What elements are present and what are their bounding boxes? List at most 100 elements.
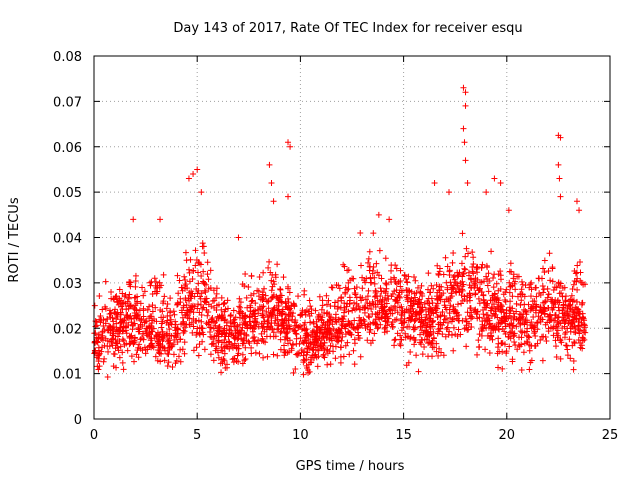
data-point bbox=[228, 331, 235, 338]
data-point bbox=[560, 314, 567, 321]
data-point bbox=[467, 315, 474, 322]
data-point bbox=[465, 326, 472, 333]
data-point bbox=[116, 328, 123, 335]
data-point bbox=[318, 337, 325, 344]
data-point bbox=[575, 310, 582, 317]
data-point bbox=[430, 285, 437, 292]
data-point bbox=[147, 337, 154, 344]
data-point bbox=[442, 254, 449, 261]
data-point bbox=[528, 279, 535, 286]
data-point bbox=[342, 289, 349, 296]
data-point bbox=[269, 309, 276, 316]
data-point bbox=[523, 308, 530, 315]
data-point bbox=[181, 273, 188, 280]
data-point bbox=[375, 272, 382, 279]
data-point bbox=[116, 354, 123, 361]
data-point bbox=[372, 311, 379, 318]
data-point bbox=[439, 322, 446, 329]
data-point bbox=[548, 316, 555, 323]
data-point bbox=[329, 321, 336, 328]
data-point bbox=[107, 323, 114, 330]
data-point bbox=[197, 301, 204, 308]
data-point bbox=[109, 315, 116, 322]
data-point bbox=[188, 319, 195, 326]
data-point bbox=[337, 344, 344, 351]
data-point bbox=[433, 340, 440, 347]
data-point bbox=[300, 371, 307, 378]
data-point bbox=[501, 341, 508, 348]
data-point bbox=[554, 319, 561, 326]
data-point bbox=[352, 306, 359, 313]
data-point bbox=[357, 322, 364, 329]
data-point bbox=[241, 320, 248, 327]
data-point bbox=[524, 325, 531, 332]
data-point bbox=[158, 333, 165, 340]
data-point bbox=[397, 267, 404, 274]
data-point bbox=[421, 300, 428, 307]
data-point bbox=[419, 293, 426, 300]
data-point bbox=[513, 300, 520, 307]
data-point bbox=[256, 350, 263, 357]
data-point bbox=[167, 312, 174, 319]
data-point bbox=[392, 305, 399, 312]
data-point bbox=[552, 296, 559, 303]
data-point bbox=[485, 270, 492, 277]
data-point bbox=[242, 344, 249, 351]
data-point bbox=[549, 325, 556, 332]
data-point bbox=[469, 263, 476, 270]
data-point bbox=[502, 330, 509, 337]
data-point bbox=[293, 340, 300, 347]
data-point bbox=[268, 287, 275, 294]
data-point bbox=[439, 309, 446, 315]
data-point bbox=[553, 330, 560, 337]
data-point bbox=[354, 329, 361, 336]
data-point bbox=[117, 343, 124, 350]
data-point bbox=[418, 299, 425, 306]
data-point bbox=[574, 286, 581, 293]
data-point bbox=[531, 324, 538, 331]
data-point bbox=[514, 346, 521, 353]
data-point bbox=[312, 307, 319, 314]
data-point bbox=[172, 318, 179, 325]
data-point bbox=[243, 331, 250, 338]
data-point bbox=[353, 294, 360, 301]
data-point bbox=[186, 297, 193, 304]
data-point-peak bbox=[556, 175, 563, 182]
data-point bbox=[463, 245, 470, 252]
data-point bbox=[242, 356, 249, 363]
data-point bbox=[271, 281, 278, 288]
data-point bbox=[179, 287, 186, 294]
data-point bbox=[391, 337, 398, 344]
data-point bbox=[471, 307, 478, 314]
data-point bbox=[188, 288, 195, 295]
data-point bbox=[480, 311, 487, 318]
data-point bbox=[449, 259, 456, 266]
data-point bbox=[506, 343, 513, 350]
data-point bbox=[153, 318, 160, 325]
data-point bbox=[301, 322, 308, 329]
data-point bbox=[573, 299, 580, 306]
data-point bbox=[576, 259, 583, 266]
data-point bbox=[339, 316, 346, 323]
data-point bbox=[499, 365, 506, 372]
data-point bbox=[539, 357, 546, 364]
data-point bbox=[567, 296, 574, 303]
data-point bbox=[289, 313, 296, 320]
data-point-peak bbox=[266, 161, 273, 168]
data-point bbox=[510, 330, 517, 337]
data-point bbox=[252, 349, 259, 356]
data-point bbox=[519, 329, 526, 336]
data-point bbox=[472, 281, 479, 288]
data-point bbox=[435, 352, 442, 359]
data-point bbox=[121, 293, 128, 300]
data-point bbox=[244, 325, 251, 332]
data-point bbox=[114, 298, 121, 305]
data-point bbox=[434, 289, 441, 296]
data-point bbox=[455, 317, 462, 324]
data-point bbox=[486, 317, 493, 324]
data-point bbox=[131, 320, 138, 327]
data-point bbox=[227, 312, 234, 319]
data-point bbox=[263, 333, 270, 340]
data-point bbox=[479, 261, 486, 268]
